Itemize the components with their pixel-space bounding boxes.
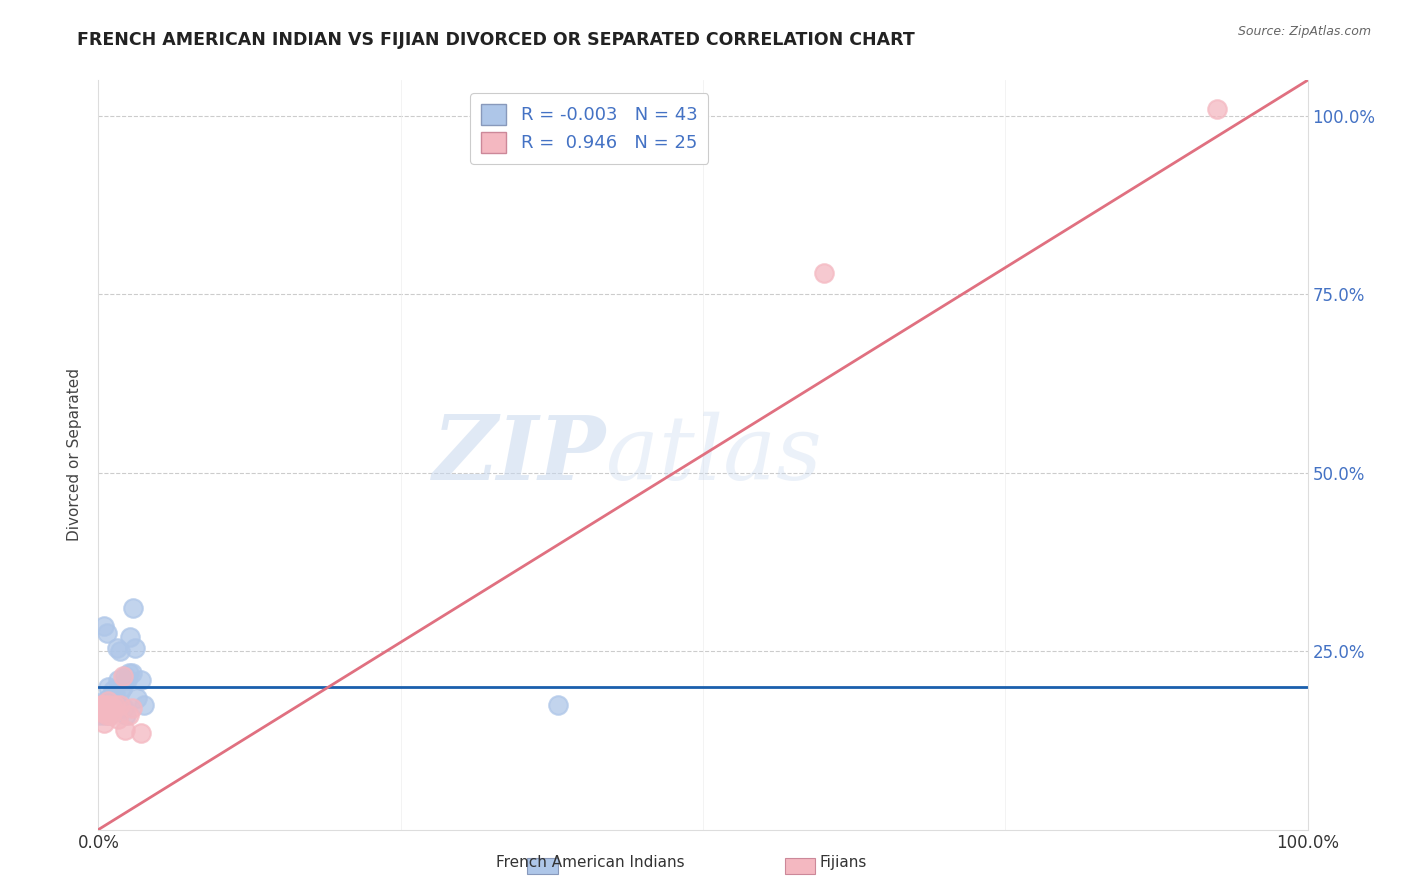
Point: [93, 619, 115, 633]
Point: [90, 698, 112, 712]
Point: [105, 640, 128, 655]
Point: [121, 665, 143, 680]
Point: [94, 701, 117, 715]
Point: [100, 708, 122, 723]
Point: [90, 698, 112, 712]
Point: [121, 701, 143, 715]
Point: [96, 708, 118, 723]
Point: [110, 683, 132, 698]
Point: [107, 673, 129, 687]
Point: [93, 698, 115, 712]
Point: [96, 698, 118, 712]
Point: [98, 698, 121, 712]
Point: [134, 698, 156, 712]
Point: [127, 690, 149, 705]
Text: French American Indians: French American Indians: [496, 855, 685, 870]
Point: [89, 708, 111, 723]
Point: [90, 705, 112, 719]
Point: [122, 601, 145, 615]
Point: [91, 698, 114, 712]
Point: [118, 708, 141, 723]
Point: [96, 701, 118, 715]
Point: [89, 701, 111, 715]
Point: [124, 640, 146, 655]
Point: [97, 694, 120, 708]
Point: [111, 669, 134, 683]
Point: [104, 698, 127, 712]
Point: [108, 701, 131, 715]
Point: [91, 698, 114, 712]
Point: [89, 698, 111, 712]
Point: [114, 669, 136, 683]
Point: [94, 705, 117, 719]
Point: [101, 683, 124, 698]
Point: [94, 701, 117, 715]
Point: [112, 701, 135, 715]
Point: [129, 673, 152, 687]
Point: [98, 708, 121, 723]
Point: [101, 701, 124, 715]
Point: [100, 701, 122, 715]
Point: [118, 665, 141, 680]
Point: [91, 701, 114, 715]
Point: [104, 687, 127, 701]
Point: [96, 698, 118, 712]
Point: [1206, 102, 1229, 116]
Point: [94, 708, 117, 723]
Point: [115, 708, 138, 723]
Text: atlas: atlas: [606, 411, 823, 499]
Point: [97, 680, 120, 694]
Point: [547, 698, 569, 712]
Text: ZIP: ZIP: [433, 412, 606, 498]
Point: [111, 680, 134, 694]
Point: [96, 626, 118, 640]
Text: Source: ZipAtlas.com: Source: ZipAtlas.com: [1237, 25, 1371, 38]
Text: Fijians: Fijians: [820, 855, 868, 870]
Point: [91, 705, 114, 719]
Legend: R = -0.003   N = 43, R =  0.946   N = 25: R = -0.003 N = 43, R = 0.946 N = 25: [470, 93, 709, 163]
Text: FRENCH AMERICAN INDIAN VS FIJIAN DIVORCED OR SEPARATED CORRELATION CHART: FRENCH AMERICAN INDIAN VS FIJIAN DIVORCE…: [77, 31, 915, 49]
Point: [103, 698, 125, 712]
Point: [107, 712, 129, 726]
Point: [90, 705, 112, 719]
Point: [129, 726, 152, 740]
Y-axis label: Divorced or Separated: Divorced or Separated: [67, 368, 83, 541]
Point: [97, 705, 120, 719]
Point: [93, 694, 115, 708]
Point: [117, 673, 139, 687]
Point: [91, 705, 114, 719]
Point: [108, 644, 131, 658]
Point: [100, 705, 122, 719]
Point: [100, 698, 122, 712]
Point: [108, 698, 131, 712]
Point: [98, 690, 121, 705]
Point: [93, 715, 115, 730]
Point: [114, 723, 136, 737]
Point: [118, 630, 141, 644]
Point: [813, 266, 835, 280]
